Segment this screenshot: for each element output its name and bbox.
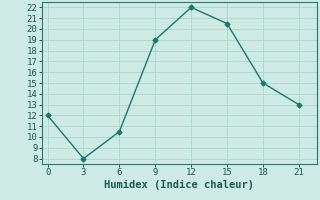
X-axis label: Humidex (Indice chaleur): Humidex (Indice chaleur) xyxy=(104,180,254,190)
